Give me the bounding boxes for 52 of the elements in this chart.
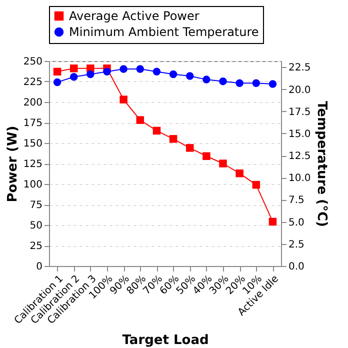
point xyxy=(53,78,62,86)
point xyxy=(252,79,260,87)
y2-axis-title: Temperature (°C) xyxy=(314,101,329,227)
y2-tick-label: 10.0 xyxy=(288,173,311,184)
point xyxy=(152,68,161,76)
point xyxy=(219,77,227,86)
point xyxy=(268,80,277,88)
point xyxy=(252,180,260,189)
point xyxy=(202,76,210,84)
y-tick-label: 75 xyxy=(30,200,42,211)
y2-tick-label: 5.0 xyxy=(288,217,304,228)
y2-tick-label: 0.0 xyxy=(288,262,304,272)
y-axis-title: Power (W) xyxy=(5,126,20,202)
point xyxy=(120,65,128,73)
point xyxy=(120,96,128,104)
point xyxy=(186,144,194,152)
y2-tick-label: 17.5 xyxy=(288,106,311,118)
point xyxy=(136,65,144,73)
y-tick-label: 0 xyxy=(36,262,42,272)
y2-tick-label: 7.5 xyxy=(288,195,304,206)
y-tick-label: 50 xyxy=(30,220,42,232)
point xyxy=(268,218,277,226)
point xyxy=(53,68,62,76)
legend-label: Average Active Power xyxy=(69,9,200,23)
point xyxy=(70,64,78,72)
point xyxy=(169,135,178,143)
y2-tick-label: 12.5 xyxy=(288,151,311,162)
point xyxy=(236,169,244,178)
y-tick-label: 175 xyxy=(23,118,42,129)
y2-tick-label: 20.0 xyxy=(288,84,311,96)
y2-tick-label: 22.5 xyxy=(288,62,311,74)
point xyxy=(219,160,227,168)
y-tick-label: 125 xyxy=(23,159,42,170)
point xyxy=(186,72,194,80)
y2-tick-label: 15.0 xyxy=(288,128,311,140)
point xyxy=(136,116,144,124)
point xyxy=(103,68,111,76)
legend-label: Minimum Ambient Temperature xyxy=(69,25,259,39)
point xyxy=(152,126,161,135)
y-tick-label: 100 xyxy=(23,180,42,190)
y-tick-label: 150 xyxy=(23,138,42,150)
y-tick-label: 25 xyxy=(30,241,42,252)
point xyxy=(202,152,210,160)
point xyxy=(236,79,244,87)
x-axis-title: Target Load xyxy=(122,332,209,348)
point xyxy=(86,70,94,78)
point xyxy=(169,70,178,78)
point xyxy=(70,73,78,81)
y-tick-label: 250 xyxy=(23,56,42,68)
y-tick-label: 225 xyxy=(23,77,42,88)
y-tick-label: 200 xyxy=(23,98,42,108)
y2-tick-label: 2.5 xyxy=(288,239,304,250)
